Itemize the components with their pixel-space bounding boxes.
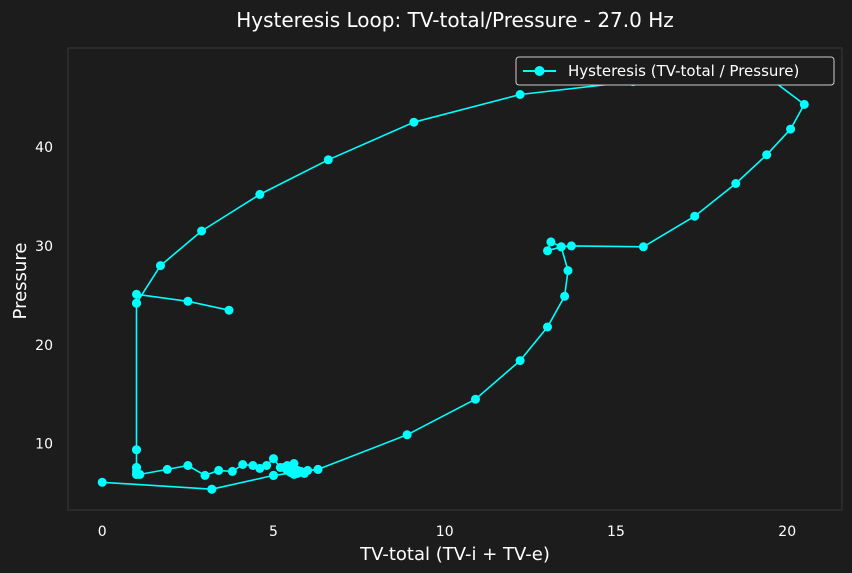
x-axis-label: TV-total (TV-i + TV-e) bbox=[359, 544, 550, 565]
data-point bbox=[200, 470, 210, 480]
data-point bbox=[132, 298, 141, 308]
data-point bbox=[156, 261, 165, 271]
data-point bbox=[224, 305, 234, 315]
data-point bbox=[563, 266, 573, 276]
plot-area bbox=[67, 47, 843, 511]
data-point bbox=[183, 461, 193, 470]
data-point bbox=[97, 477, 107, 487]
data-point bbox=[303, 465, 313, 475]
data-point bbox=[762, 150, 772, 160]
x-tick-label: 20 bbox=[778, 524, 796, 540]
data-point bbox=[289, 459, 299, 468]
data-point bbox=[543, 322, 552, 332]
data-point bbox=[183, 296, 193, 306]
data-point bbox=[162, 464, 172, 474]
x-tick-label: 0 bbox=[98, 524, 107, 540]
data-point bbox=[515, 356, 525, 366]
data-point bbox=[546, 237, 556, 247]
data-point bbox=[279, 463, 289, 472]
data-point bbox=[238, 460, 248, 469]
data-point bbox=[560, 291, 570, 301]
data-point bbox=[566, 241, 576, 251]
data-point bbox=[786, 124, 796, 134]
y-tick-label: 40 bbox=[35, 140, 53, 156]
chart-title: Hysteresis Loop: TV-total/Pressure - 27.… bbox=[236, 8, 674, 32]
data-point bbox=[255, 189, 265, 199]
y-axis-label: Pressure bbox=[10, 243, 31, 320]
axis-ticks: 0 5 10 15 20 10 20 30 40 bbox=[35, 140, 796, 540]
data-point bbox=[402, 430, 412, 440]
legend-label: Hysteresis (TV-total / Pressure) bbox=[568, 62, 799, 80]
data-point bbox=[690, 211, 700, 221]
data-point bbox=[197, 226, 207, 236]
data-point bbox=[214, 465, 224, 475]
legend-marker-sample bbox=[534, 66, 545, 76]
data-point bbox=[471, 394, 480, 404]
data-point bbox=[262, 461, 272, 470]
data-point bbox=[207, 484, 217, 494]
data-point bbox=[255, 463, 265, 473]
data-point bbox=[269, 470, 278, 480]
x-tick-label: 10 bbox=[436, 524, 454, 540]
y-tick-label: 20 bbox=[35, 338, 53, 354]
data-point bbox=[132, 445, 141, 455]
data-point bbox=[543, 246, 552, 256]
data-point bbox=[638, 242, 648, 252]
data-point bbox=[313, 464, 323, 474]
y-tick-label: 10 bbox=[35, 437, 53, 453]
data-point bbox=[556, 242, 566, 252]
data-point bbox=[409, 117, 419, 127]
data-point bbox=[269, 454, 278, 464]
legend-box bbox=[515, 56, 835, 86]
data-point bbox=[799, 99, 809, 109]
data-point bbox=[731, 179, 741, 188]
data-point bbox=[515, 90, 525, 99]
data-point bbox=[323, 155, 333, 165]
data-point bbox=[293, 468, 302, 478]
y-tick-label: 30 bbox=[35, 239, 53, 255]
x-tick-label: 5 bbox=[269, 524, 278, 540]
legend: Hysteresis (TV-total / Pressure) bbox=[515, 56, 835, 86]
data-point bbox=[132, 469, 141, 479]
data-point bbox=[132, 289, 141, 299]
data-point bbox=[248, 461, 258, 470]
data-point bbox=[227, 466, 237, 476]
x-tick-label: 15 bbox=[607, 524, 625, 540]
